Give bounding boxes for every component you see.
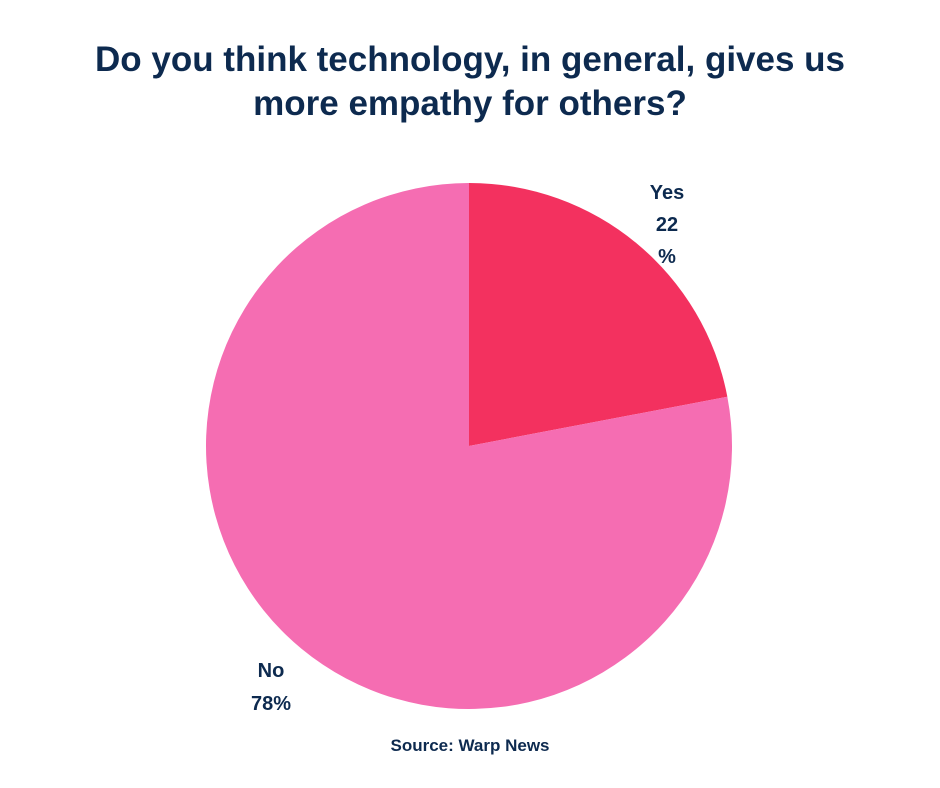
slice-value-yes-percent: % [658, 246, 676, 268]
chart-title-line-1: Do you think technology, in general, giv… [94, 40, 846, 79]
slice-label-yes: Yes [650, 182, 684, 204]
slice-label-no: No [258, 660, 285, 682]
pie-slice-no [205, 183, 732, 710]
source-note: Source: Warp News [390, 736, 550, 755]
pie-slices [205, 183, 732, 710]
slice-value-no: 78% [251, 693, 291, 715]
chart-title-line-2: more empathy for others? [253, 84, 687, 123]
pie-slice-yes [469, 183, 728, 446]
slice-value-yes-number: 22 [656, 214, 678, 236]
chart-title: Do you think technology, in general, giv… [30, 38, 910, 126]
